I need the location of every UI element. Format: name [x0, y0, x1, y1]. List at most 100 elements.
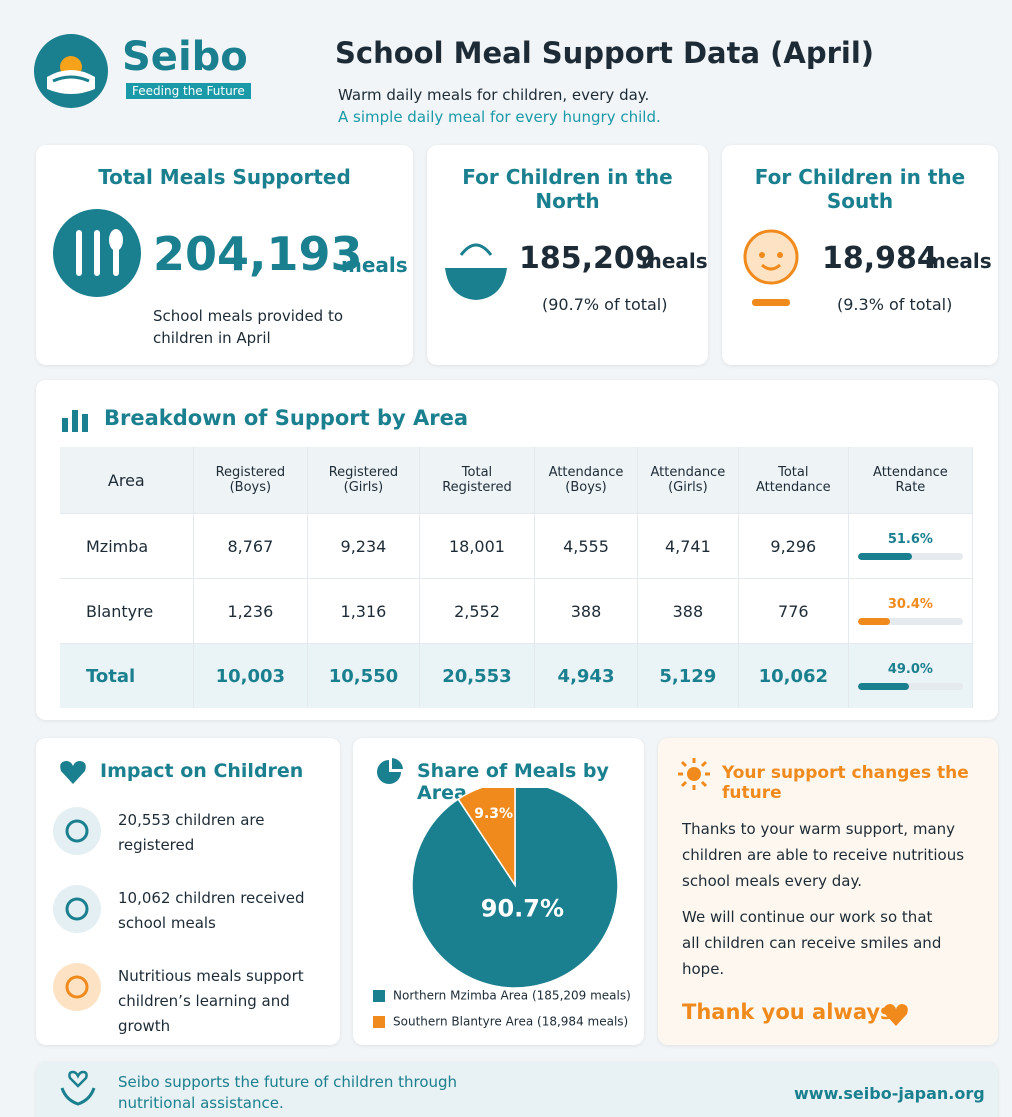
icon-fg	[65, 819, 89, 843]
hands-icon	[60, 1070, 96, 1106]
cell: Mzimba	[60, 513, 194, 579]
unit: meals	[641, 249, 708, 273]
paragraph: We will continue our work so that all ch…	[682, 908, 942, 978]
cell: Blantyre	[60, 578, 194, 644]
impact-icon	[53, 807, 101, 855]
column-label: Total Registered	[442, 465, 512, 495]
table-row: Mzimba 8,767 9,234 18,001 4,555 4,741 9,296 51.…	[60, 513, 974, 579]
unit: meals	[925, 249, 992, 273]
closing: Thank you always.	[682, 1000, 901, 1024]
heart-icon	[60, 761, 86, 784]
note: School meals provided to children in Apr…	[153, 307, 344, 347]
footer-url: www.seibo-japan.org	[794, 1084, 985, 1103]
breakdown-card: Breakdown of Support by Area Area Registe…	[36, 380, 998, 720]
total-value: 204,193	[153, 227, 363, 281]
impact-icon	[53, 885, 101, 933]
table-row: Blantyre 1,236 1,316 2,552 388 388 776 30.4%	[60, 578, 974, 644]
rate-cell: 49.0%	[848, 643, 974, 708]
cell: 20,553	[419, 643, 536, 708]
brand: Seibo	[122, 34, 248, 80]
rate-track	[857, 618, 963, 625]
cell: 10,062	[738, 643, 849, 708]
pie-slice	[411, 788, 619, 989]
column-label: Registered (Boys)	[215, 465, 286, 495]
utensils-icon	[53, 209, 141, 297]
cell: 10,550	[307, 643, 420, 708]
column-label: Attendance (Girls)	[650, 465, 726, 495]
column-label: Attendance (Boys)	[548, 465, 624, 495]
icon-bg	[53, 807, 101, 855]
cell: 10,003	[193, 643, 309, 708]
cell: 4,741	[637, 513, 739, 579]
icon-fg	[65, 897, 89, 921]
column-label: Total Attendance	[755, 465, 831, 495]
title: School Meal Support Data (April)	[335, 36, 875, 70]
legend-label: Southern Blantyre Area (18,984 meals)	[393, 1015, 628, 1029]
icon-fg	[65, 975, 89, 999]
cell: 388	[534, 578, 638, 644]
rate-cell: 51.6%	[848, 513, 974, 579]
column-header: Area	[60, 447, 194, 514]
legend-swatch	[373, 1016, 385, 1028]
north-value: 185,209	[519, 241, 656, 276]
rate-cell: 30.4%	[848, 578, 974, 644]
impact-title: Impact on Children	[100, 760, 304, 782]
column-header: Total Registered	[419, 447, 536, 514]
bar-icon	[62, 410, 88, 432]
column-header: Total Attendance	[738, 447, 849, 514]
rate-track	[857, 683, 963, 690]
rate-label: 30.4%	[887, 597, 933, 612]
south-value: 18,984	[822, 241, 938, 276]
pie-title: Share of Meals by Area	[417, 760, 609, 804]
cell: 388	[637, 578, 739, 644]
summary-south: For Children in the South 18,984 meals (…	[722, 145, 998, 365]
cell: 9,296	[738, 513, 849, 579]
cell: 1,316	[307, 578, 420, 644]
table: Area Registered (Boys) Registered (Girls) T…	[60, 447, 974, 708]
rate-bar	[857, 683, 910, 690]
card-title: For Children in the South	[754, 165, 966, 213]
cell: 1,236	[193, 578, 309, 644]
icon-bg	[53, 963, 101, 1011]
rate-track	[857, 553, 963, 560]
unit: meals	[341, 253, 408, 277]
footer-text: Seibo supports the future of children th…	[118, 1073, 458, 1112]
impact-icon	[53, 963, 101, 1011]
impact-text: 10,062 children received school meals	[118, 889, 305, 932]
note: (9.3% of total)	[837, 295, 953, 314]
column-label: Registered (Girls)	[328, 465, 399, 495]
legend-label: Northern Mzimba Area (185,209 meals)	[393, 989, 631, 1003]
rate-bar	[857, 553, 913, 560]
cell: 5,129	[637, 643, 739, 708]
cell: Total	[60, 643, 194, 708]
column-header: Attendance (Girls)	[637, 447, 739, 514]
message-title: Your support changes the future	[722, 763, 969, 803]
impact-text: 20,553 children are registered	[118, 811, 265, 854]
slice-label: 90.7%	[481, 895, 564, 923]
summary-north: For Children in the North 185,209 meals …	[427, 145, 708, 365]
sun-icon	[678, 758, 710, 790]
tagline: Feeding the Future	[126, 83, 251, 99]
impact-card: Impact on Children 20,553 children are r…	[36, 738, 340, 1045]
rate-label: 51.6%	[887, 532, 933, 547]
summary-total: Total Meals Supported 204,193 meals Scho…	[36, 145, 413, 365]
cell: 9,234	[307, 513, 420, 579]
cell: 776	[738, 578, 849, 644]
cell: 18,001	[419, 513, 536, 579]
cell: 2,552	[419, 578, 536, 644]
icon-bg	[53, 885, 101, 933]
note: (90.7% of total)	[542, 295, 668, 314]
column-header: Registered (Boys)	[193, 447, 309, 514]
footer: Seibo supports the future of children th…	[36, 1062, 998, 1117]
message-card: Your support changes the future Thanks t…	[658, 738, 998, 1045]
column-label: Attendance Rate	[873, 465, 948, 495]
cell: 4,943	[534, 643, 638, 708]
rate-bar	[857, 618, 890, 625]
slice-label: 9.3%	[474, 806, 513, 822]
card-title: For Children in the North	[462, 165, 673, 213]
column-header: Registered (Girls)	[307, 447, 420, 514]
legend-swatch	[373, 990, 385, 1002]
table-row: Total 10,003 10,550 20,553 4,943 5,129 10,062 4…	[60, 643, 974, 708]
child-icon	[743, 229, 799, 306]
